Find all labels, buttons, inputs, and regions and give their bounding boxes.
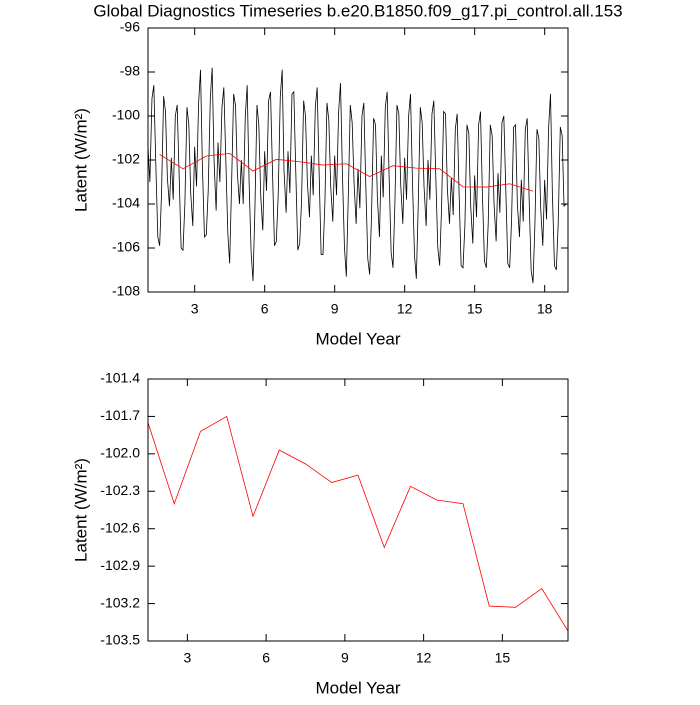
data-line: [148, 67, 567, 284]
y-tick-label: -102: [112, 151, 140, 167]
x-tick-label: 6: [261, 301, 269, 317]
x-tick-label: 9: [341, 650, 349, 666]
data-line: [148, 415, 568, 632]
x-tick-label: 9: [331, 301, 339, 317]
y-axis-label: Latent (W/m²): [71, 458, 90, 562]
x-axis-label: Model Year: [315, 329, 400, 348]
y-tick-label: -101.7: [100, 407, 140, 423]
x-tick-label: 6: [262, 650, 270, 666]
x-tick-label: 15: [467, 301, 483, 317]
chart-title: Global Diagnostics Timeseries b.e20.B185…: [93, 1, 622, 20]
x-tick-label: 12: [397, 301, 413, 317]
y-tick-label: -102.9: [100, 557, 140, 573]
y-axis-label: Latent (W/m²): [71, 108, 90, 212]
x-tick-label: 3: [183, 650, 191, 666]
y-tick-label: -101.4: [100, 370, 140, 386]
y-tick-label: -103.2: [100, 594, 140, 610]
y-tick-label: -102.3: [100, 482, 140, 498]
y-tick-label: -96: [120, 19, 140, 35]
y-tick-label: -106: [112, 239, 140, 255]
y-tick-label: -103.5: [100, 632, 140, 648]
x-tick-label: 12: [416, 650, 432, 666]
y-tick-label: -102.6: [100, 519, 140, 535]
x-tick-label: 15: [495, 650, 511, 666]
x-axis-label: Model Year: [315, 678, 400, 697]
plot-frame: [147, 378, 569, 642]
y-tick-label: -102.0: [100, 445, 140, 461]
y-tick-label: -108: [112, 283, 140, 299]
y-tick-label: -98: [120, 63, 140, 79]
y-tick-label: -104: [112, 195, 140, 211]
x-tick-label: 3: [191, 301, 199, 317]
x-tick-label: 18: [537, 301, 553, 317]
y-tick-label: -100: [112, 107, 140, 123]
data-line: [159, 152, 534, 192]
